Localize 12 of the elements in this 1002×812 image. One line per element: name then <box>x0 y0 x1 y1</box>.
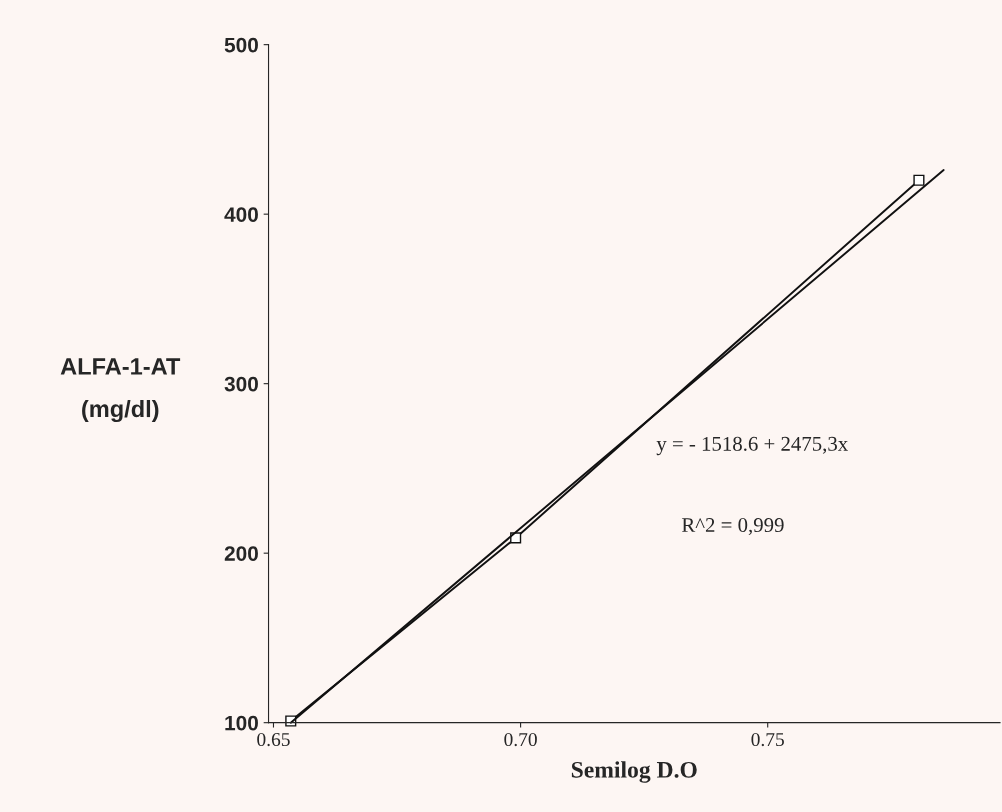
y-tick-label: 200 <box>224 546 258 561</box>
y-axis-title: ALFA-1-AT (mg/dl) <box>60 358 181 423</box>
annotation: y = - 1518.6 + 2475,3x <box>656 436 848 456</box>
x-axis-title: Semilog D.O <box>571 761 697 783</box>
x-tick-label: 0.70 <box>504 732 537 747</box>
annotation: R^2 = 0,999 <box>681 518 784 536</box>
y-tick-label: 500 <box>224 37 258 53</box>
y-tick-label: 100 <box>225 715 258 731</box>
x-tick-label: 0.65 <box>257 732 290 747</box>
x-tick-label: 0.75 <box>751 732 784 747</box>
y-tick-label: 400 <box>224 207 258 222</box>
y-tick-label: 300 <box>224 376 258 392</box>
